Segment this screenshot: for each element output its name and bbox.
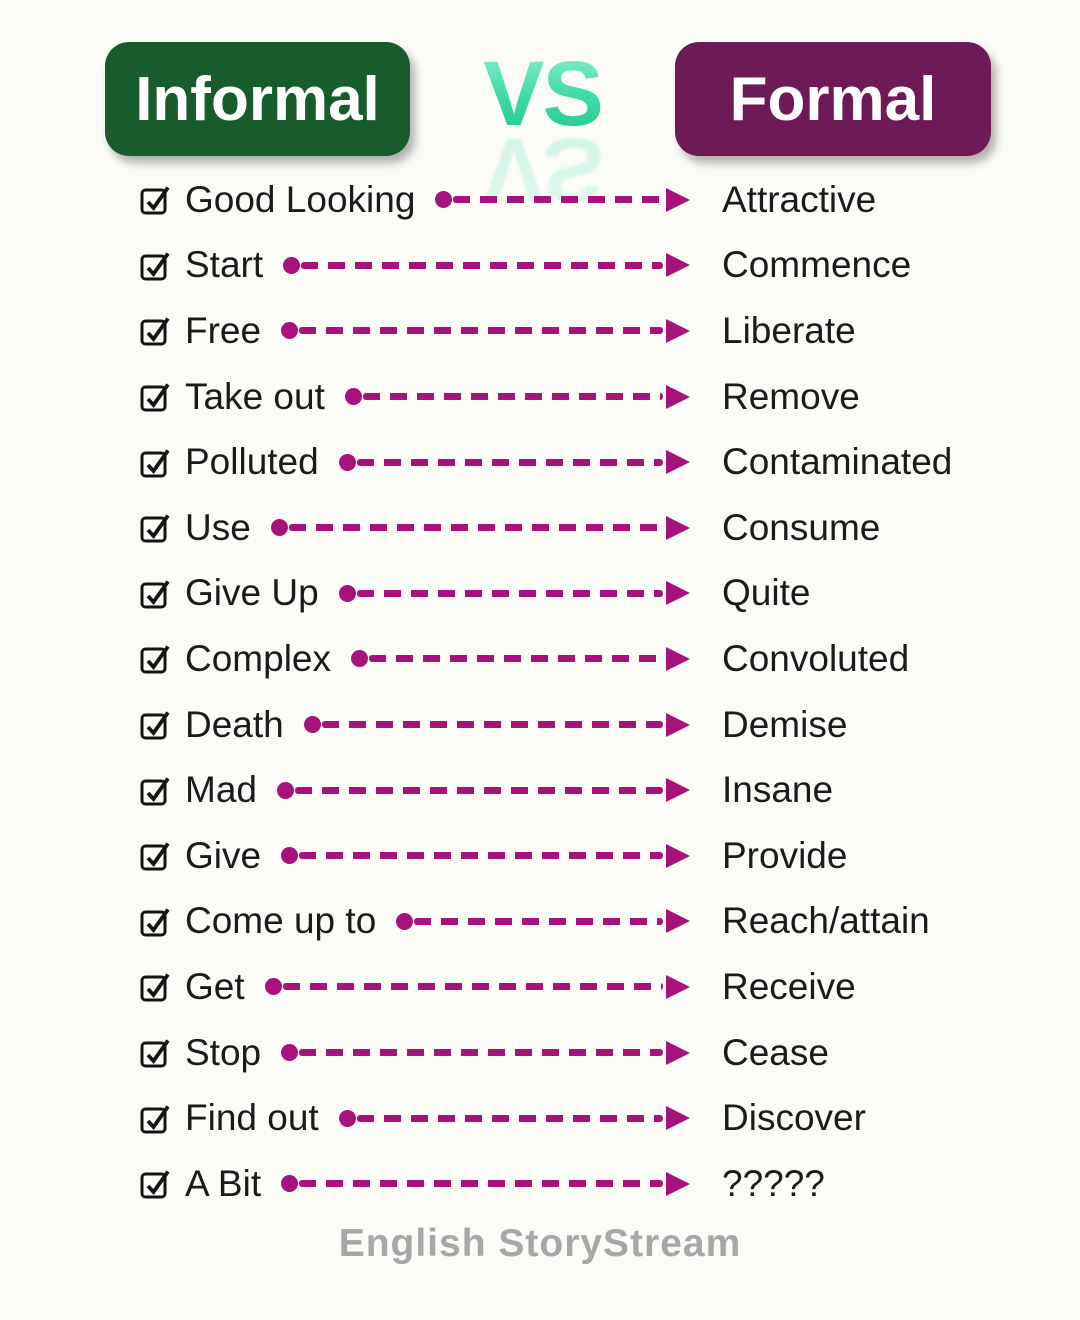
informal-badge: Informal xyxy=(105,42,410,156)
formal-word: Quite xyxy=(722,572,811,614)
informal-word: Good Looking xyxy=(185,178,416,220)
dashed-arrow-icon xyxy=(338,450,690,475)
informal-word: Death xyxy=(185,703,284,745)
checked-checkbox-icon xyxy=(140,512,171,543)
dashed-arrow-icon xyxy=(338,581,690,606)
dashed-arrow-icon xyxy=(303,712,690,737)
word-pair-row: Stop Cease xyxy=(140,1020,1020,1086)
vs-label: VS xyxy=(483,43,604,145)
checked-checkbox-icon xyxy=(140,840,171,871)
informal-word: Complex xyxy=(185,637,331,679)
word-pair-row: A Bit ????? xyxy=(140,1151,1020,1217)
dashed-arrow-icon xyxy=(435,187,690,212)
formal-word: Demise xyxy=(722,703,848,745)
formal-word: Discover xyxy=(722,1097,866,1139)
dashed-arrow-icon xyxy=(396,909,690,934)
formal-word: Cease xyxy=(722,1031,829,1073)
word-pair-row: Complex Convoluted xyxy=(140,626,1020,692)
checked-checkbox-icon xyxy=(140,1037,171,1068)
formal-word: Reach/attain xyxy=(722,900,930,942)
word-pair-row: Give Provide xyxy=(140,823,1020,889)
informal-word: Take out xyxy=(185,375,325,417)
checked-checkbox-icon xyxy=(140,775,171,806)
dashed-arrow-icon xyxy=(281,1040,690,1065)
informal-word: Get xyxy=(185,965,245,1007)
checked-checkbox-icon xyxy=(140,1168,171,1199)
word-pair-list: Good Looking Attractive Start Commence xyxy=(140,167,1020,1217)
informal-word: Find out xyxy=(185,1097,319,1139)
formal-word: Attractive xyxy=(722,178,877,220)
checked-checkbox-icon xyxy=(140,906,171,937)
dashed-arrow-icon xyxy=(276,778,690,803)
formal-word: Remove xyxy=(722,375,860,417)
checked-checkbox-icon xyxy=(140,250,171,281)
word-pair-row: Start Commence xyxy=(140,233,1020,299)
word-pair-row: Free Liberate xyxy=(140,298,1020,364)
informal-word: Give Up xyxy=(185,572,319,614)
dashed-arrow-icon xyxy=(283,253,690,278)
dashed-arrow-icon xyxy=(270,515,690,540)
formal-word: Commence xyxy=(722,244,912,286)
word-pair-row: Come up to Reach/attain xyxy=(140,889,1020,955)
vs-label-group: VS VS xyxy=(420,43,665,221)
checked-checkbox-icon xyxy=(140,381,171,412)
checked-checkbox-icon xyxy=(140,184,171,215)
informal-word: Use xyxy=(185,506,251,548)
word-pair-row: Give Up Quite xyxy=(140,561,1020,627)
informal-word: Stop xyxy=(185,1031,262,1073)
informal-word: Come up to xyxy=(185,900,377,942)
formal-word: Insane xyxy=(722,769,834,811)
dashed-arrow-icon xyxy=(281,843,690,868)
formal-badge: Formal xyxy=(675,42,991,156)
word-pair-row: Good Looking Attractive xyxy=(140,167,1020,233)
checked-checkbox-icon xyxy=(140,709,171,740)
dashed-arrow-icon xyxy=(281,318,690,343)
informal-word: A Bit xyxy=(185,1162,262,1204)
dashed-arrow-icon xyxy=(264,974,690,999)
checked-checkbox-icon xyxy=(140,578,171,609)
dashed-arrow-icon xyxy=(344,384,690,409)
formal-word: Consume xyxy=(722,506,881,548)
informal-badge-label: Informal xyxy=(135,64,380,134)
informal-word: Start xyxy=(185,244,264,286)
formal-badge-label: Formal xyxy=(729,64,937,134)
checked-checkbox-icon xyxy=(140,971,171,1002)
dashed-arrow-icon xyxy=(281,1171,690,1196)
word-pair-row: Get Receive xyxy=(140,954,1020,1020)
informal-word: Free xyxy=(185,309,262,351)
formal-word: Liberate xyxy=(722,309,856,351)
informal-word: Mad xyxy=(185,769,257,811)
word-pair-row: Find out Discover xyxy=(140,1085,1020,1151)
dashed-arrow-icon xyxy=(351,646,690,671)
word-pair-row: Use Consume xyxy=(140,495,1020,561)
dashed-arrow-icon xyxy=(338,1106,690,1131)
word-pair-row: Polluted Contaminated xyxy=(140,429,1020,495)
checked-checkbox-icon xyxy=(140,447,171,478)
informal-word: Polluted xyxy=(185,441,319,483)
formal-word: Convoluted xyxy=(722,637,910,679)
checked-checkbox-icon xyxy=(140,643,171,674)
word-pair-row: Take out Remove xyxy=(140,364,1020,430)
word-pair-row: Mad Insane xyxy=(140,757,1020,823)
informal-word: Give xyxy=(185,834,262,876)
checked-checkbox-icon xyxy=(140,1103,171,1134)
checked-checkbox-icon xyxy=(140,315,171,346)
formal-word: Receive xyxy=(722,965,856,1007)
formal-word: Contaminated xyxy=(722,441,953,483)
formal-word: Provide xyxy=(722,834,848,876)
watermark: English StoryStream xyxy=(338,1222,742,1265)
word-pair-row: Death Demise xyxy=(140,692,1020,758)
formal-word: ????? xyxy=(722,1162,825,1204)
header: Informal VS VS Formal xyxy=(0,0,1080,221)
